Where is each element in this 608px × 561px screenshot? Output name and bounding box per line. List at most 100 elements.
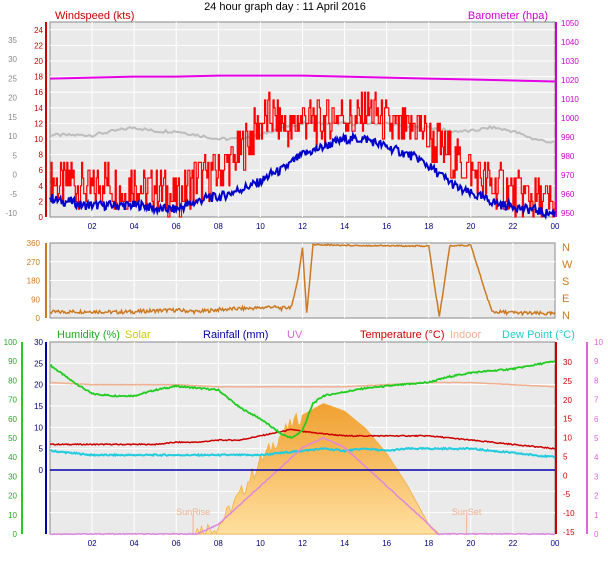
- wind-tick-label: 8: [39, 151, 44, 160]
- x-tick-label: 08: [214, 222, 223, 231]
- x-tick-label: 14: [340, 539, 349, 548]
- baro-tick-label: 1050: [561, 19, 579, 28]
- baro-tick-label: 970: [561, 171, 575, 180]
- x-tick-label: 10: [256, 222, 265, 231]
- direction-tick-label: 270: [27, 258, 41, 267]
- outer-tick-label: -10: [5, 209, 17, 218]
- x-tick-label: 18: [424, 222, 433, 231]
- direction-left-ticks: 360 270 180 90 0: [27, 239, 47, 323]
- wind-tick-label: 24: [34, 26, 43, 35]
- x-tick-label: 00: [551, 539, 560, 548]
- indoor-line: [49, 381, 556, 388]
- outer-tick-label: 0: [13, 171, 18, 180]
- x-tick-label: 12: [298, 539, 307, 548]
- x-tick-label: 22: [508, 539, 517, 548]
- legend-entry: UV: [287, 329, 303, 341]
- average-wind-line: [49, 130, 556, 220]
- rain-tick-label: 0: [39, 466, 44, 475]
- humidity-tick-label: 50: [8, 434, 17, 443]
- wind-tick-label: 14: [34, 104, 43, 113]
- compass-label: E: [562, 293, 569, 305]
- temp-tick-label: 5: [563, 452, 568, 461]
- humidity-tick-label: 60: [8, 415, 17, 424]
- rain-tick-label: 15: [34, 402, 43, 411]
- temp-tick-label: -5: [563, 490, 571, 499]
- humidity-tick-label: 10: [8, 511, 17, 520]
- x-tick-label: 14: [340, 222, 349, 231]
- wind-tick-label: 4: [39, 182, 44, 191]
- outer-tick-label: 20: [8, 94, 17, 103]
- baro-tick-label: 1010: [561, 95, 579, 104]
- uv-tick-label: 4: [594, 453, 599, 462]
- temp-tick-label: 15: [563, 415, 572, 424]
- legend-entry: Rainfall (mm): [203, 329, 268, 341]
- direction-line: [49, 243, 556, 317]
- outer-tick-label: -5: [10, 190, 18, 199]
- x-tick-label: 12: [298, 222, 307, 231]
- x-tick-label: 04: [130, 539, 139, 548]
- x-tick-label: 04: [130, 222, 139, 231]
- uv-tick-label: 6: [594, 415, 599, 424]
- uv-tick-label: 8: [594, 376, 599, 385]
- x-tick-label: 02: [88, 539, 97, 548]
- humidity-tick-label: 20: [8, 492, 17, 501]
- humidity-tick-label: 70: [8, 396, 17, 405]
- rain-tick-label: 5: [39, 445, 44, 454]
- wind-tick-label: 16: [34, 88, 43, 97]
- x-tick-label: 06: [172, 222, 181, 231]
- compass-label: W: [562, 259, 573, 271]
- outer-tick-label: 10: [8, 132, 17, 141]
- legend-entry: Dew Point (°C): [502, 329, 575, 341]
- uv-tick-label: 5: [594, 434, 599, 443]
- baro-tick-label: 1040: [561, 38, 579, 47]
- multi-panel: Humidity (%) Solar Rainfall (mm) UV Temperat…: [4, 329, 604, 548]
- legend-entry: Solar: [125, 329, 151, 341]
- uv-tick-label: 3: [594, 472, 599, 481]
- wind-tick-label: 12: [34, 119, 43, 128]
- wind-tick-label: 20: [34, 57, 43, 66]
- wind-baro-panel: Windspeed (kts) Barometer (hpa) 24222018…: [5, 10, 579, 231]
- dewpoint-line: [50, 446, 556, 459]
- rain-tick-label: 30: [34, 338, 43, 347]
- baro-right-ticks: 1050 1040 1030 1020 1010 1000 990 980 970 960 950: [555, 19, 579, 218]
- temp-tick-label: 0: [563, 471, 568, 480]
- uv-tick-label: 7: [594, 396, 599, 405]
- wind-tick-label: 2: [39, 197, 44, 206]
- humidity-tick-label: 30: [8, 472, 17, 481]
- rain-tick-label: 10: [34, 423, 43, 432]
- multi-ticks: 1009080706050403020100302520151050302520…: [4, 338, 604, 539]
- uv-tick-label: 2: [594, 492, 599, 501]
- baro-tick-label: 1030: [561, 57, 579, 66]
- baro-tick-label: 1000: [561, 114, 579, 123]
- wind-tick-label: 0: [39, 213, 44, 222]
- direction-tick-label: 90: [31, 295, 40, 304]
- multi-legend: Humidity (%) Solar Rainfall (mm) UV Temperat…: [57, 329, 575, 341]
- wind-tick-label: 22: [34, 41, 43, 50]
- direction-grid: [50, 243, 555, 318]
- humidity-tick-label: 80: [8, 376, 17, 385]
- rain-tick-label: 20: [34, 381, 43, 390]
- direction-tick-label: 180: [27, 277, 41, 286]
- barometer-line: [49, 74, 556, 83]
- baro-axis-label: Barometer (hpa): [468, 10, 548, 22]
- multi-series: SunRise SunSet: [49, 360, 556, 536]
- outer-tick-label: 35: [8, 36, 17, 45]
- temp-tick-label: 10: [563, 434, 572, 443]
- humidity-tick-label: 100: [4, 338, 18, 347]
- baro-tick-label: 990: [561, 133, 575, 142]
- humidity-tick-label: 40: [8, 453, 17, 462]
- temp-outer-ticks: 35 30 25 20 15 10 5 0 -5 -10: [5, 36, 17, 218]
- direction-tick-label: 0: [36, 314, 41, 323]
- x-tick-label: 02: [88, 222, 97, 231]
- uv-tick-label: 0: [594, 530, 599, 539]
- x-tick-label: 22: [508, 222, 517, 231]
- compass-label: N: [562, 242, 570, 254]
- direction-tick-label: 360: [27, 239, 41, 248]
- wind-tick-label: 10: [34, 135, 43, 144]
- direction-series: [49, 243, 556, 317]
- uv-tick-label: 1: [594, 511, 599, 520]
- legend-entry: Humidity (%): [57, 329, 120, 341]
- x-tick-label: 20: [466, 222, 475, 231]
